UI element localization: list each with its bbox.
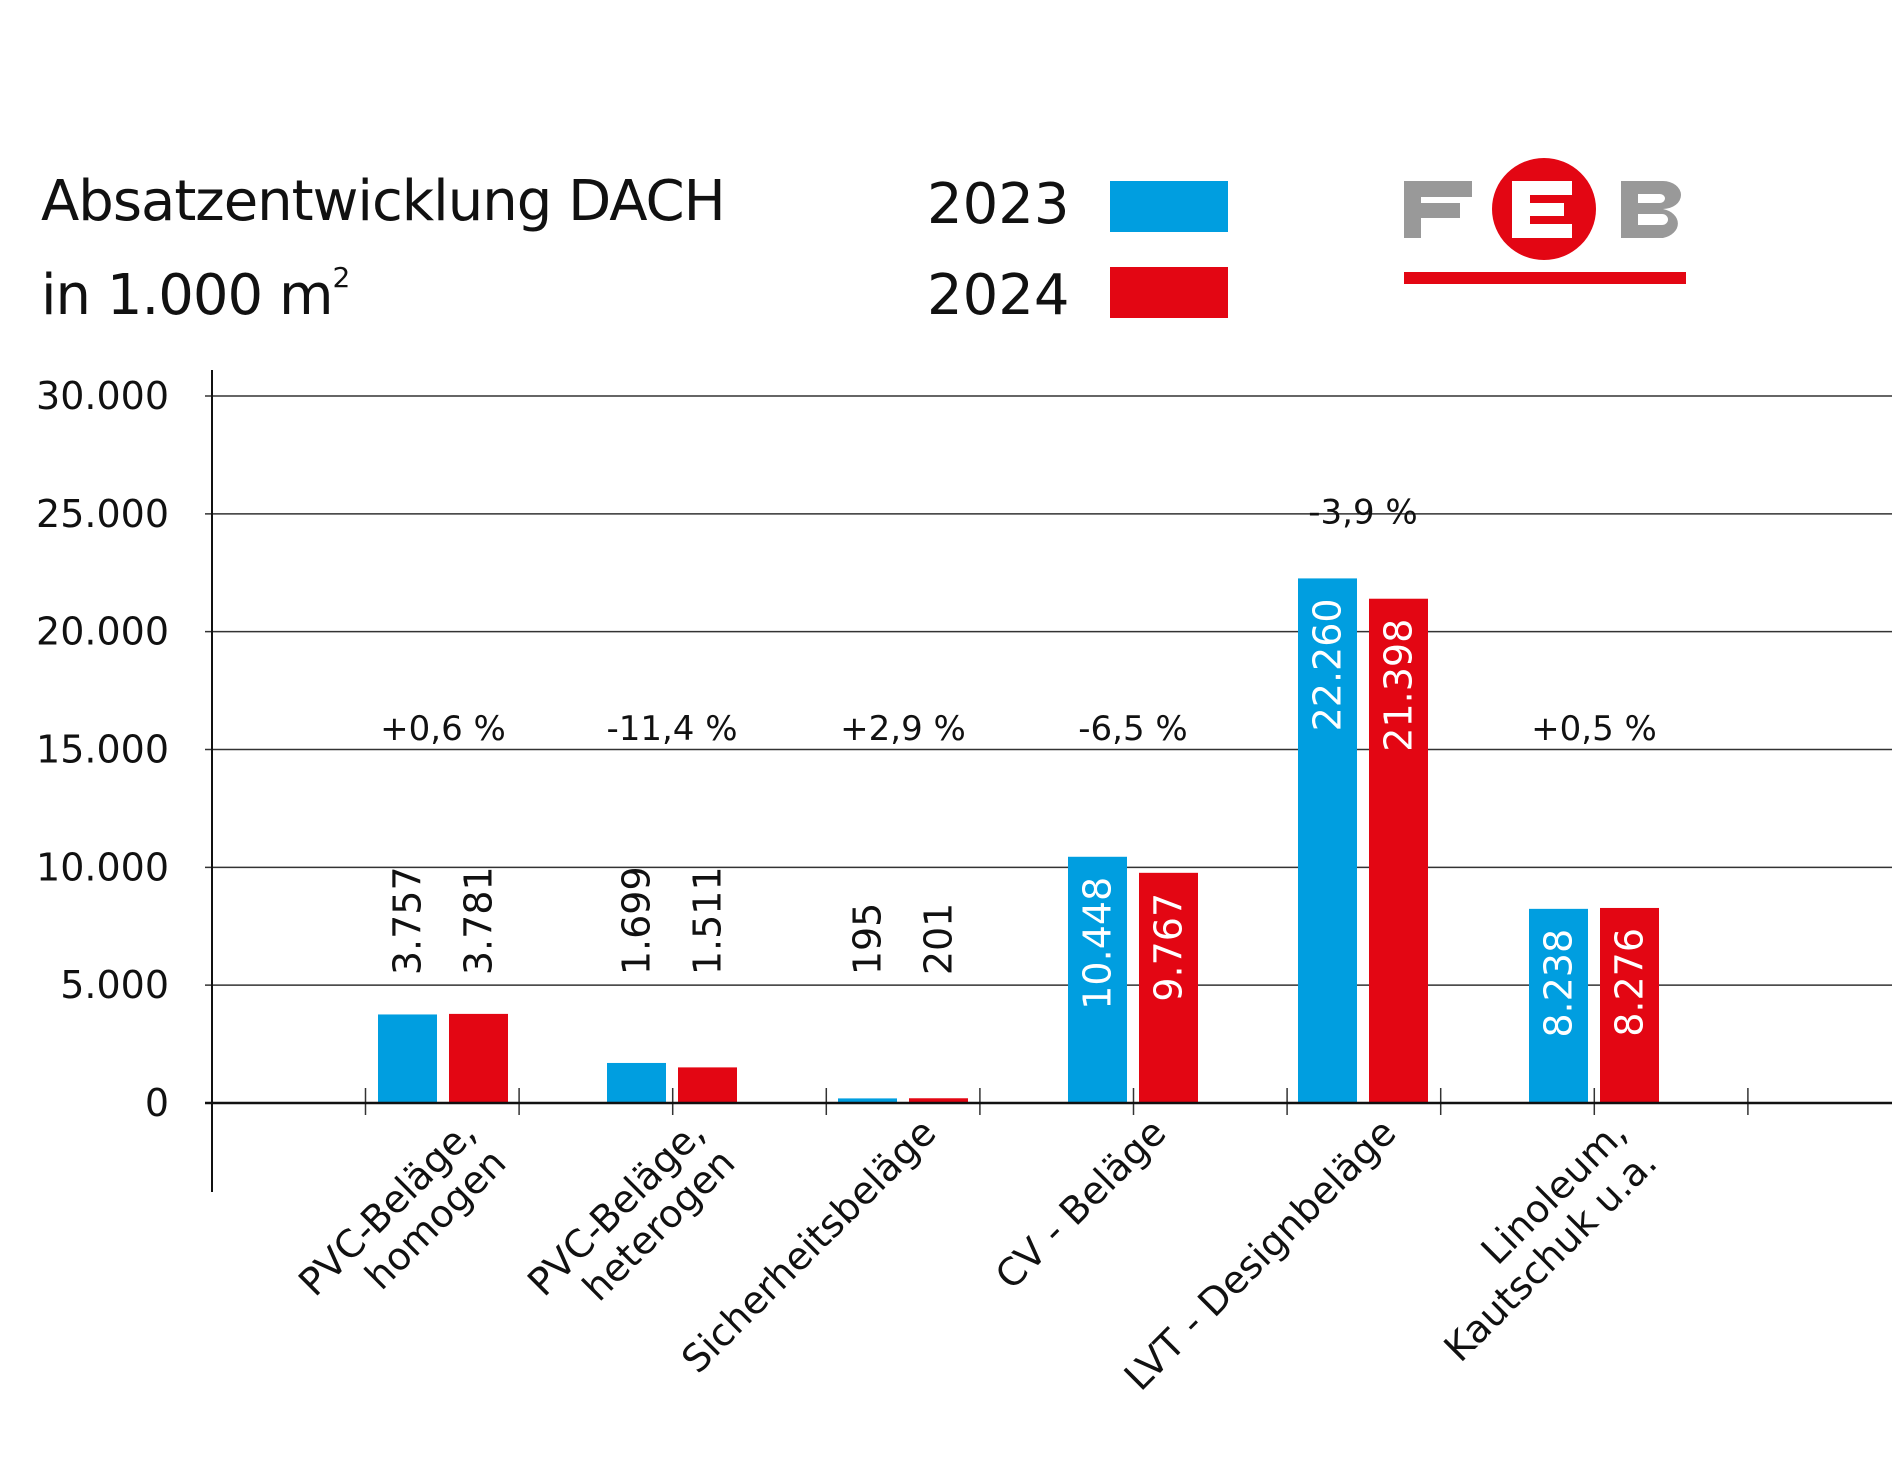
y-tick-label: 0	[145, 1081, 169, 1125]
bar-2024	[909, 1098, 968, 1103]
data-label: 201	[917, 903, 961, 976]
change-label: -11,4 %	[606, 709, 737, 749]
data-label: 3.757	[386, 866, 430, 975]
legend-swatch-2024	[1110, 267, 1228, 318]
data-label: 9.767	[1147, 893, 1191, 1002]
change-label: +0,5 %	[1531, 709, 1657, 749]
bar-2024	[1139, 872, 1198, 1103]
bar-2023	[838, 1098, 897, 1103]
bar-2023	[607, 1062, 666, 1103]
bar-2024	[1369, 598, 1428, 1103]
bar-2023	[378, 1014, 437, 1103]
data-label: 8.238	[1537, 929, 1581, 1038]
y-tick-label: 20.000	[36, 610, 169, 654]
data-label: 10.448	[1076, 877, 1120, 1010]
data-label: 195	[846, 903, 890, 976]
legend-label-2024: 2024	[927, 263, 1070, 328]
bar-2024	[678, 1067, 737, 1103]
legend-swatch-2023	[1110, 181, 1228, 232]
change-label: +2,9 %	[840, 709, 966, 749]
data-label: 3.781	[457, 866, 501, 975]
legend-label-2023: 2023	[927, 172, 1070, 237]
bar-2023	[1068, 856, 1127, 1103]
bar-2023	[1529, 908, 1588, 1103]
data-label: 8.276	[1608, 928, 1652, 1037]
bar-2024	[449, 1013, 508, 1103]
y-tick-label: 5.000	[60, 963, 169, 1007]
bar-2023	[1298, 578, 1357, 1103]
change-label: +0,6 %	[380, 709, 506, 749]
data-label: 1.699	[615, 866, 659, 975]
y-tick-label: 15.000	[36, 728, 169, 772]
change-label: -3,9 %	[1308, 492, 1417, 532]
chart-title: Absatzentwicklung DACH	[41, 169, 726, 234]
chart-subtitle: in 1.000 m2	[41, 261, 350, 328]
data-label: 21.398	[1377, 619, 1421, 752]
y-tick-label: 30.000	[36, 374, 169, 418]
category-label: CV - Beläge	[987, 1110, 1175, 1298]
change-label: -6,5 %	[1078, 709, 1187, 749]
bar-2024	[1600, 907, 1659, 1103]
data-label: 1.511	[686, 866, 730, 975]
y-tick-label: 10.000	[36, 845, 169, 889]
data-label: 22.260	[1306, 598, 1350, 731]
y-tick-label: 25.000	[36, 492, 169, 536]
